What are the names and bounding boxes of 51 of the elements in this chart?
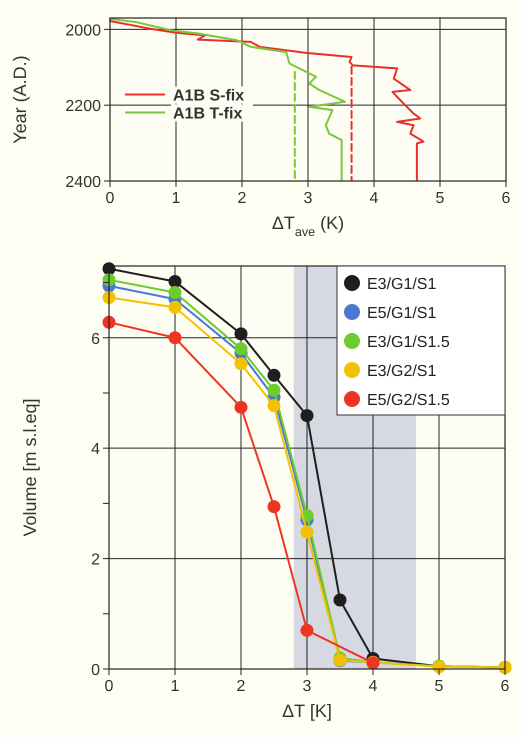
point [234, 342, 248, 356]
y-tick-label: 0 [91, 662, 100, 679]
point [102, 316, 116, 329]
legend-label: A1B S-fix [173, 88, 244, 104]
x-tick-label: 1 [172, 190, 181, 207]
x-tick-label: 5 [436, 190, 445, 207]
legend-label: E5/G1/S1 [367, 305, 436, 322]
y-axis-title: Year (A.D.) [10, 55, 30, 144]
point [334, 593, 346, 606]
x-tick-label: 4 [368, 678, 378, 695]
x-tick-label: 2 [236, 678, 246, 695]
y-axis-title: Volume [m s.l.eq] [20, 398, 40, 537]
point [300, 526, 314, 539]
y-tick-label: 2 [91, 552, 100, 569]
x-axis-title: ΔT$_{ave}$ (K) [272, 213, 344, 239]
point [234, 327, 248, 340]
point [168, 331, 182, 344]
x-tick-label: 6 [500, 678, 510, 695]
point [234, 400, 248, 414]
y-tick-label: 2200 [65, 98, 102, 116]
line-series [109, 20, 424, 181]
x-tick-label: 0 [106, 190, 115, 207]
legend-label: E3/G1/S1.5 [367, 334, 450, 351]
point [300, 624, 314, 637]
x-tick-label: 3 [304, 190, 313, 207]
point [168, 274, 182, 288]
point [268, 384, 280, 397]
x-tick-label: 4 [370, 190, 379, 207]
point [268, 500, 280, 514]
x-axis-title: ΔT [K] [282, 701, 332, 721]
point [234, 357, 248, 370]
x-tick-label: 2 [238, 190, 247, 207]
x-tick-label: 6 [502, 190, 511, 207]
y-tick-label: 2400 [65, 174, 102, 191]
point [102, 290, 116, 304]
point [268, 368, 280, 382]
y-tick-label: 2000 [65, 22, 102, 40]
legend-label: E3/G1/S1 [367, 276, 436, 293]
y-tick-label: 6 [91, 330, 100, 348]
y-tick-label: 4 [91, 441, 100, 458]
x-tick-label: 0 [104, 678, 114, 695]
point [168, 300, 182, 314]
point [268, 399, 280, 412]
legend-label: E3/G2/S1 [367, 363, 436, 380]
legend-label: A1B T-fix [173, 106, 242, 122]
point [300, 409, 314, 422]
legend-label: E5/G2/S1.5 [367, 392, 450, 409]
x-tick-label: 5 [434, 678, 444, 695]
point [168, 286, 182, 299]
x-tick-label: 1 [170, 678, 180, 695]
x-tick-label: 3 [302, 678, 312, 695]
